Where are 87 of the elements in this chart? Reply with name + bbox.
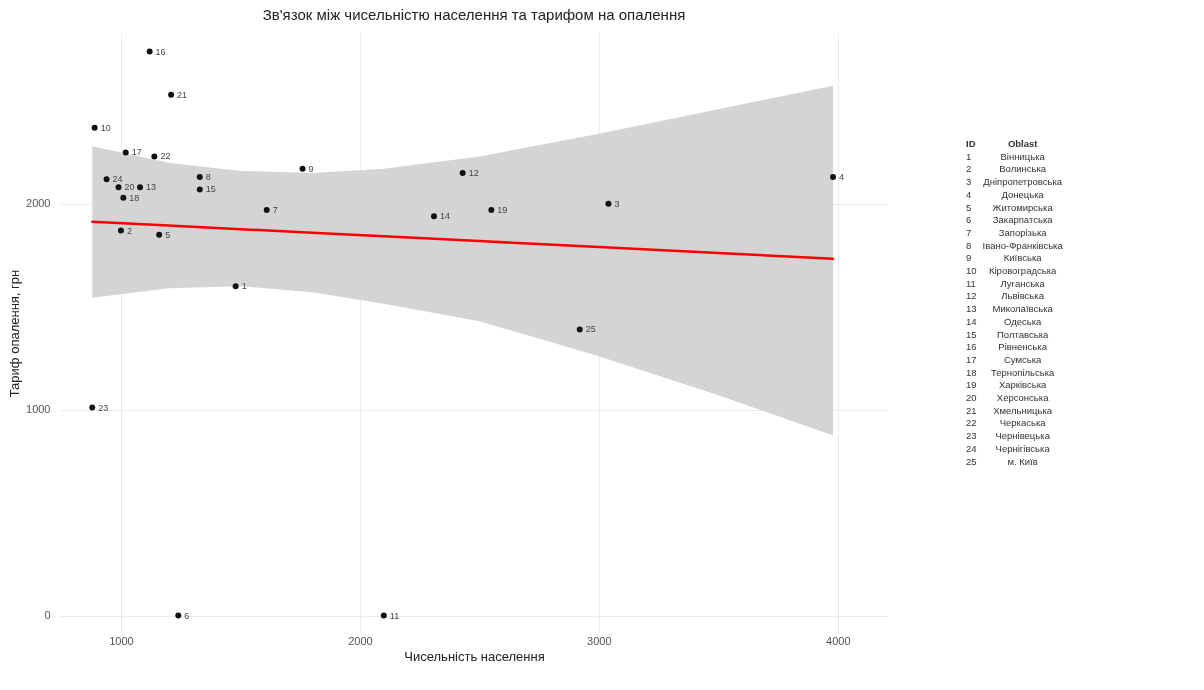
point — [120, 194, 127, 201]
text: 17 Сумська — [966, 353, 1042, 365]
point — [146, 48, 153, 55]
point — [430, 213, 437, 220]
text: 1 Вінницька — [966, 150, 1045, 162]
text: 3 Дніпропетровська — [966, 176, 1063, 188]
annotation: 18 — [129, 192, 140, 203]
annotation: 25 — [585, 324, 596, 335]
text: 15 Полтавська — [966, 328, 1049, 340]
y-tick-label: 1000 — [26, 403, 51, 416]
point — [576, 326, 583, 333]
text: 18 Тернопільська — [966, 366, 1055, 378]
annotation: 20 — [124, 182, 135, 193]
x-axis-title: Чисельність населення — [404, 648, 545, 664]
annotation: 13 — [146, 182, 157, 193]
point — [91, 124, 98, 131]
text: 16 Рівненська — [966, 341, 1047, 353]
text: 11 Луганська — [966, 277, 1045, 289]
point — [263, 207, 270, 214]
text: 12 Львівська — [966, 290, 1044, 302]
annotation: 17 — [131, 147, 142, 158]
text: 4 Донецька — [966, 188, 1044, 200]
text: 25 м. Київ — [966, 455, 1038, 467]
annotation: 2 — [126, 225, 132, 236]
annotation: 21 — [177, 89, 188, 100]
point — [122, 149, 129, 156]
text: 20 Херсонська — [966, 392, 1049, 404]
point — [115, 184, 122, 191]
text: 7 Запорізька — [966, 226, 1047, 238]
point — [830, 174, 837, 181]
x-tick-label: 4000 — [826, 634, 851, 647]
text: 22 Черкаська — [966, 417, 1046, 429]
x-tick-label: 1000 — [109, 634, 134, 647]
annotation: 4 — [839, 172, 845, 183]
annotation: 6 — [184, 610, 190, 621]
point — [196, 186, 203, 193]
text: 23 Чернівецька — [966, 430, 1050, 442]
text: 9 Київська — [966, 252, 1042, 264]
annotation: 23 — [98, 402, 109, 413]
point — [156, 231, 163, 238]
annotation: 19 — [497, 205, 508, 216]
annotation: 12 — [468, 167, 479, 178]
annotation: 11 — [389, 610, 400, 621]
annotation: 22 — [160, 151, 171, 162]
text: 19 Харківська — [966, 379, 1047, 391]
text: ID Oblast — [966, 138, 1038, 149]
annotation: 7 — [272, 205, 278, 216]
y-tick-label: 2000 — [26, 197, 51, 210]
point — [117, 227, 124, 234]
point — [196, 174, 203, 181]
text: 21 Хмельницька — [966, 404, 1053, 416]
point — [175, 612, 182, 619]
annotation: 9 — [308, 163, 314, 174]
point — [299, 165, 306, 172]
text: 6 Закарпатська — [966, 214, 1053, 226]
y-tick-label: 0 — [44, 609, 51, 621]
annotation: 5 — [165, 229, 171, 240]
point — [605, 200, 612, 207]
annotation: 8 — [205, 172, 211, 183]
point — [380, 612, 387, 619]
point — [151, 153, 158, 160]
x-tick-label: 3000 — [587, 634, 612, 647]
text: 2 Волинська — [966, 163, 1047, 175]
annotation: 14 — [439, 211, 450, 222]
annotation: 24 — [112, 174, 123, 185]
point — [89, 404, 96, 411]
y-axis-title: Тариф опалення, грн — [7, 269, 23, 398]
point — [232, 283, 239, 290]
text: 14 Одеська — [966, 315, 1042, 327]
point — [103, 176, 110, 183]
annotation: 10 — [100, 122, 111, 133]
x-tick-label: 2000 — [348, 634, 373, 647]
point — [488, 207, 495, 214]
point — [459, 169, 466, 176]
text: 10 Кіровоградська — [966, 265, 1057, 277]
annotation: 3 — [614, 198, 620, 209]
chart-title: Зв'язок між чисельністю населення та тарифом на опалення — [262, 6, 686, 23]
annotation: 15 — [205, 184, 216, 195]
point — [168, 91, 175, 98]
text: 5 Житомирська — [966, 201, 1053, 213]
text: 8 Івано-Франківська — [965, 239, 1064, 253]
line-series — [91, 220, 835, 261]
annotation: 1 — [241, 281, 247, 292]
text: 13 Миколаївська — [966, 303, 1053, 315]
point — [137, 184, 144, 191]
text: 24 Чернігівська — [966, 442, 1050, 454]
annotation: 16 — [155, 46, 166, 57]
